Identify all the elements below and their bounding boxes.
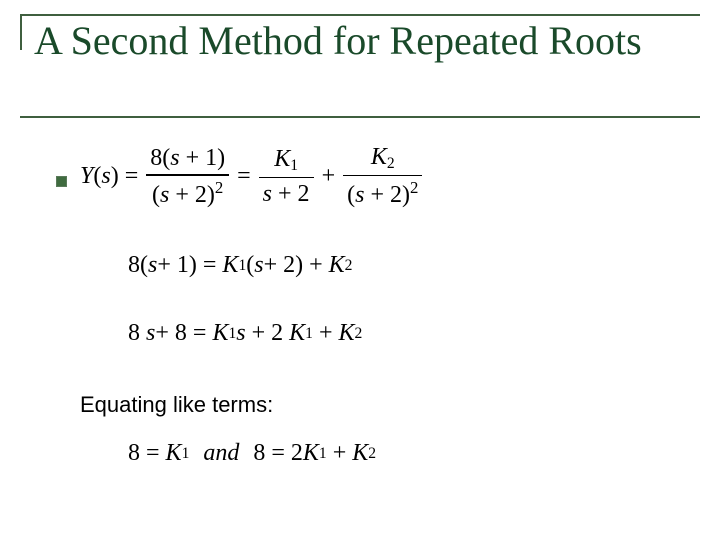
eq3-lhs-plus: + 8 bbox=[155, 320, 187, 347]
eq1-frac-k2: K2 (s + 2)2 bbox=[343, 144, 422, 209]
eq1-k2-den-open: ( bbox=[347, 183, 355, 209]
bullet-icon bbox=[56, 176, 67, 187]
eq4-b-lhs: 8 bbox=[253, 440, 265, 467]
eq3-k1b-sub: 1 bbox=[305, 325, 313, 343]
slide-title: A Second Method for Repeated Roots bbox=[34, 18, 684, 64]
eq1-frac-left: 8(s + 1) (s + 2)2 bbox=[146, 145, 229, 208]
eq4-a-k-sub: 1 bbox=[182, 445, 190, 463]
eq3-rhs-s: s bbox=[236, 320, 245, 347]
eq1-den-pow: 2 bbox=[215, 178, 223, 197]
eq4-b-k1-sub: 1 bbox=[319, 445, 327, 463]
eq1-k2-den-var: s bbox=[355, 183, 364, 209]
eq3-k1-sub: 1 bbox=[228, 325, 236, 343]
eq4-and: and bbox=[203, 440, 239, 467]
eq1-lhs-arg: s bbox=[101, 163, 110, 190]
eq4-b-k2: K bbox=[352, 440, 368, 467]
eq1-k1-den-plus: + 2 bbox=[278, 181, 310, 207]
eq2-lhs-plus: + 1) bbox=[157, 252, 197, 279]
eq1-den-var: s bbox=[160, 182, 169, 208]
eq1-num-coeff: 8( bbox=[150, 145, 170, 171]
eq1-num-plus: + 1) bbox=[186, 145, 226, 171]
body-label-equating: Equating like terms: bbox=[80, 392, 273, 418]
eq2-plus: + bbox=[309, 252, 323, 279]
eq1-den-plus: + 2) bbox=[175, 182, 215, 208]
equation-1: Y(s) = 8(s + 1) (s + 2)2 = K1 s + 2 bbox=[80, 144, 600, 216]
title-rule-bottom bbox=[20, 116, 700, 118]
eq1-k1: K bbox=[274, 146, 290, 172]
eq2-k1-sub: 1 bbox=[238, 257, 246, 275]
eq1-den-open: ( bbox=[152, 182, 160, 208]
eq2-rhs-plus: + 2) bbox=[264, 252, 304, 279]
eq4-b-plus: + bbox=[333, 440, 347, 467]
eq3-k1b: K bbox=[289, 320, 305, 347]
title-rule-top bbox=[20, 14, 700, 16]
eq2-lhs-var: s bbox=[148, 252, 157, 279]
eq2-k2-sub: 2 bbox=[345, 257, 353, 275]
equation-2: 8(s + 1) = K1(s + 2) + K2 bbox=[128, 252, 548, 292]
eq3-k2-sub: 2 bbox=[355, 325, 363, 343]
equation-3: 8 s + 8 = K1s + 2K1 + K2 bbox=[128, 320, 548, 360]
eq3-plus2: + bbox=[319, 320, 333, 347]
eq2-k1: K bbox=[222, 252, 238, 279]
eq4-b-coeff: 2 bbox=[291, 440, 303, 467]
eq1-k2: K bbox=[371, 144, 387, 170]
eq4-a-k: K bbox=[166, 440, 182, 467]
eq1-k2-sub: 2 bbox=[387, 155, 395, 172]
eq1-frac-k1: K1 s + 2 bbox=[259, 146, 314, 208]
eq2-k2: K bbox=[329, 252, 345, 279]
eq3-k1: K bbox=[212, 320, 228, 347]
eq4-b-k2-sub: 2 bbox=[368, 445, 376, 463]
eq1-lhs-y: Y bbox=[80, 163, 93, 190]
eq2-paren: ( bbox=[246, 252, 254, 279]
eq4-a-lhs: 8 bbox=[128, 440, 140, 467]
eq1-k2-den-pow: 2 bbox=[410, 178, 418, 197]
slide: A Second Method for Repeated Roots Y(s) … bbox=[0, 0, 720, 540]
eq2-rhs-var: s bbox=[254, 252, 263, 279]
eq3-lhs-a: 8 bbox=[128, 320, 140, 347]
equation-4: 8 = K1 and 8 = 2K1 + K2 bbox=[128, 440, 548, 480]
eq1-num-var: s bbox=[170, 145, 179, 171]
eq3-lhs-s: s bbox=[146, 320, 155, 347]
title-rule-left bbox=[20, 14, 22, 50]
eq3-plus1: + 2 bbox=[252, 320, 284, 347]
eq3-k2: K bbox=[339, 320, 355, 347]
eq1-k1-sub: 1 bbox=[290, 157, 298, 174]
eq1-k2-den-plus: + 2) bbox=[370, 183, 410, 209]
eq2-lhs-coeff: 8( bbox=[128, 252, 148, 279]
eq1-k1-den-var: s bbox=[263, 181, 272, 207]
eq4-b-k1: K bbox=[303, 440, 319, 467]
